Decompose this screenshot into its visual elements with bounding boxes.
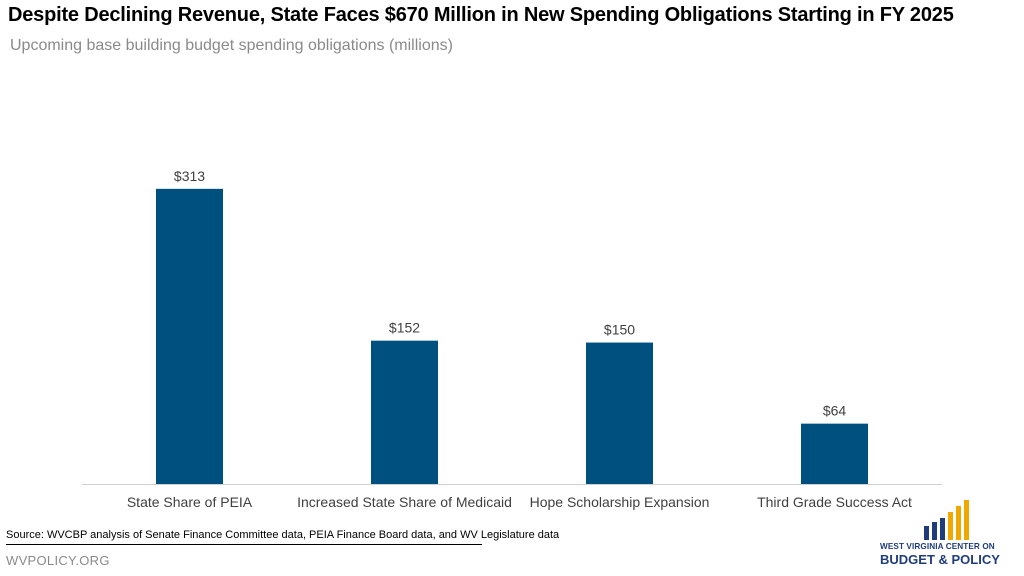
bar (371, 340, 438, 484)
logo-text-line1: WEST VIRGINIA CENTER ON (880, 542, 995, 551)
logo-bar (940, 518, 945, 540)
category-label: Increased State Share of Medicaid (297, 494, 512, 510)
category-label: Hope Scholarship Expansion (530, 494, 710, 510)
bar (586, 342, 653, 484)
logo-bar (932, 522, 937, 540)
logo-bars-icon (924, 500, 969, 540)
data-label: $313 (174, 168, 205, 184)
wvcbp-logo: WEST VIRGINIA CENTER ON BUDGET & POLICY (880, 496, 1016, 574)
source-note: Source: WVCBP analysis of Senate Finance… (6, 529, 559, 545)
logo-bar (964, 500, 969, 540)
chart-subtitle: Upcoming base building budget spending o… (10, 37, 453, 54)
bar (801, 423, 868, 484)
logo-text-line2: BUDGET & POLICY (880, 552, 1000, 567)
logo-bar (948, 512, 953, 540)
data-label: $152 (389, 320, 420, 336)
chart-title: Despite Declining Revenue, State Faces $… (8, 4, 954, 26)
data-label: $150 (604, 322, 635, 338)
bar (156, 188, 223, 484)
data-label: $64 (823, 403, 847, 419)
logo-bar (956, 506, 961, 540)
category-label: State Share of PEIA (127, 494, 253, 510)
footer-url: WVPOLICY.ORG (6, 553, 110, 568)
category-label: Third Grade Success Act (757, 494, 912, 510)
logo-bar (924, 526, 929, 540)
